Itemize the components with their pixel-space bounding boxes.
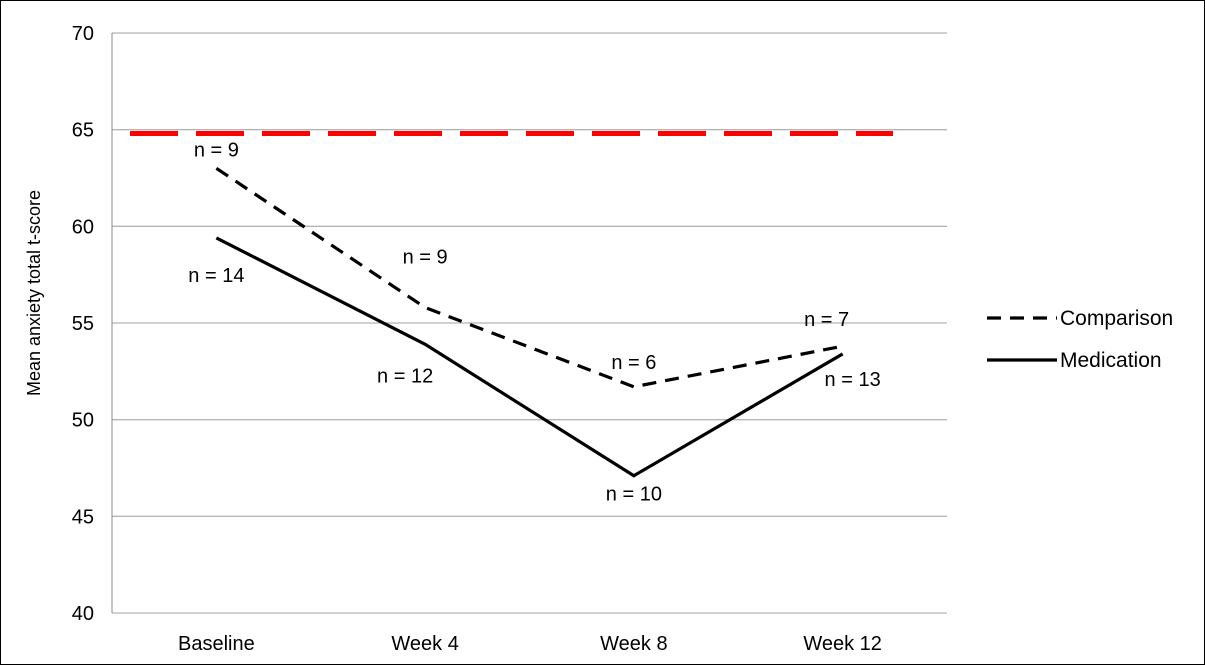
x-axis-categories: Baseline Week 4 Week 8 Week 12: [178, 633, 882, 655]
series-line-comparison: [215, 167, 843, 389]
legend: Comparison Medication: [987, 307, 1173, 372]
y-tick-label-40: 40: [72, 603, 94, 625]
x-category-label: Week 8: [600, 633, 667, 655]
legend-label-medication: Medication: [1060, 349, 1162, 372]
y-tick-label-55: 55: [72, 313, 94, 335]
n-label-medication: n = 10: [606, 484, 662, 506]
y-tick-label-65: 65: [72, 120, 94, 142]
n-label-comparison: n = 7: [804, 309, 849, 331]
n-label-comparison: n = 6: [611, 352, 656, 374]
y-axis-ticks: 40 45 50 55 60 65 70: [72, 23, 94, 625]
y-axis-label: Mean anxiety total t-score: [24, 190, 44, 396]
y-tick-label-50: 50: [72, 410, 94, 432]
n-label-medication: n = 13: [825, 369, 881, 391]
series-group: [215, 167, 844, 478]
y-tick-label-60: 60: [72, 216, 94, 238]
x-category-label: Week 12: [803, 633, 882, 655]
n-label-medication: n = 14: [188, 265, 244, 287]
series-line-medication: [215, 236, 844, 478]
y-tick-label-45: 45: [72, 506, 94, 528]
n-label-medication: n = 12: [377, 365, 433, 387]
y-tick-label-70: 70: [72, 23, 94, 45]
n-label-comparison: n = 9: [403, 247, 448, 269]
legend-label-comparison: Comparison: [1060, 307, 1173, 330]
x-category-label: Baseline: [178, 633, 255, 655]
x-category-label: Week 4: [391, 633, 458, 655]
n-label-comparison: n = 9: [194, 139, 239, 161]
n-labels: n = 9 n = 9 n = 6 n = 7 n = 14 n = 12 n = 10 n …: [188, 139, 880, 505]
gridlines: [112, 32, 947, 614]
